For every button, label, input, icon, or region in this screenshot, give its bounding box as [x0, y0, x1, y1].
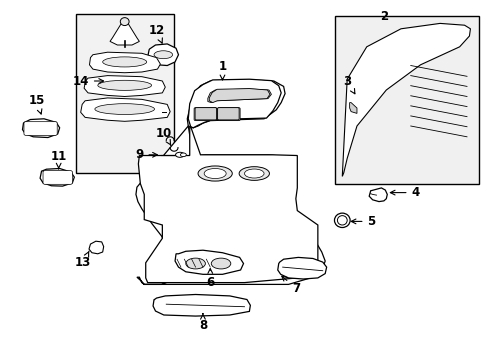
Polygon shape — [349, 103, 356, 113]
Polygon shape — [84, 76, 165, 96]
FancyBboxPatch shape — [217, 108, 239, 120]
Polygon shape — [136, 126, 325, 284]
Ellipse shape — [239, 167, 269, 180]
Ellipse shape — [334, 213, 349, 228]
Ellipse shape — [198, 166, 232, 181]
Ellipse shape — [185, 258, 205, 269]
Text: 6: 6 — [206, 269, 214, 289]
Text: 2: 2 — [379, 10, 387, 23]
Text: 7: 7 — [281, 276, 299, 294]
Polygon shape — [209, 89, 269, 103]
Polygon shape — [342, 23, 469, 176]
Text: 15: 15 — [28, 94, 45, 114]
FancyBboxPatch shape — [24, 122, 57, 135]
Text: 1: 1 — [218, 60, 226, 80]
Text: 9: 9 — [135, 148, 157, 161]
FancyBboxPatch shape — [217, 108, 240, 121]
Text: 11: 11 — [50, 150, 67, 169]
Ellipse shape — [154, 51, 172, 59]
Text: 10: 10 — [155, 127, 172, 145]
Polygon shape — [81, 98, 170, 121]
Polygon shape — [89, 241, 103, 254]
Polygon shape — [188, 79, 281, 128]
Polygon shape — [40, 168, 74, 186]
Ellipse shape — [102, 57, 146, 67]
Polygon shape — [175, 250, 243, 274]
Text: 3: 3 — [343, 75, 354, 94]
Bar — [334, 16, 478, 184]
Ellipse shape — [120, 18, 129, 26]
Ellipse shape — [175, 152, 184, 157]
Ellipse shape — [211, 258, 230, 269]
Polygon shape — [368, 188, 386, 202]
Text: 14: 14 — [72, 75, 103, 87]
FancyBboxPatch shape — [43, 171, 72, 184]
Text: 5: 5 — [350, 215, 375, 228]
Polygon shape — [187, 80, 285, 128]
Polygon shape — [110, 18, 139, 45]
Bar — [76, 14, 173, 173]
Text: 13: 13 — [75, 251, 91, 269]
Polygon shape — [277, 257, 326, 279]
Polygon shape — [22, 119, 60, 138]
Polygon shape — [147, 44, 178, 66]
Ellipse shape — [95, 104, 154, 114]
Ellipse shape — [180, 153, 186, 157]
Text: 8: 8 — [199, 314, 206, 332]
Ellipse shape — [98, 80, 151, 90]
FancyBboxPatch shape — [194, 108, 216, 121]
Polygon shape — [89, 52, 160, 73]
Text: 4: 4 — [389, 186, 419, 199]
Ellipse shape — [337, 216, 346, 225]
Polygon shape — [138, 127, 317, 283]
Polygon shape — [153, 294, 250, 316]
Polygon shape — [207, 89, 271, 103]
Ellipse shape — [244, 169, 264, 178]
FancyBboxPatch shape — [195, 108, 216, 120]
Ellipse shape — [204, 168, 225, 179]
Text: 12: 12 — [148, 24, 164, 43]
